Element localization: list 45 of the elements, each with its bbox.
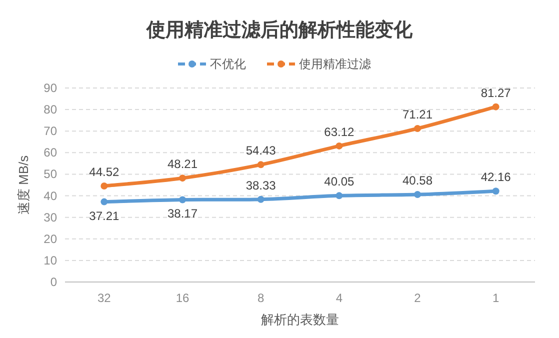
data-label: 48.21 bbox=[167, 157, 198, 172]
point bbox=[336, 192, 343, 200]
point bbox=[492, 103, 500, 110]
data-label: 37.21 bbox=[89, 208, 120, 223]
x-tick-label: 16 bbox=[176, 291, 190, 305]
y-tick-label: 30 bbox=[44, 210, 58, 224]
point bbox=[492, 188, 500, 195]
data-label: 63.12 bbox=[324, 124, 355, 139]
data-label: 40.58 bbox=[402, 174, 433, 188]
data-label: 71.21 bbox=[402, 108, 433, 122]
point bbox=[336, 142, 343, 150]
y-tick-label: 90 bbox=[44, 81, 58, 95]
data-label: 40.05 bbox=[324, 174, 355, 189]
y-tick-label: 60 bbox=[44, 146, 58, 160]
data-label: 81.27 bbox=[480, 86, 512, 100]
data-label: 42.16 bbox=[480, 170, 512, 184]
x-tick-label: 2 bbox=[414, 291, 422, 305]
y-tick-label: 10 bbox=[44, 253, 58, 268]
data-label: 38.17 bbox=[167, 206, 198, 221]
point bbox=[100, 198, 108, 206]
point bbox=[100, 182, 108, 190]
data-label: 44.52 bbox=[89, 165, 120, 180]
data-label: 38.33 bbox=[246, 178, 276, 192]
x-axis-title: 解析的表数量 bbox=[261, 312, 339, 327]
y-tick-label: 50 bbox=[44, 167, 58, 182]
y-tick-label: 40 bbox=[44, 188, 58, 203]
point bbox=[179, 196, 186, 204]
legend-label: 使用精准过滤 bbox=[299, 57, 371, 71]
x-tick-label: 1 bbox=[492, 291, 500, 305]
y-tick-label: 0 bbox=[50, 275, 58, 289]
x-tick-label: 32 bbox=[97, 291, 112, 305]
point bbox=[414, 191, 421, 198]
point bbox=[179, 174, 186, 182]
y-tick-label: 20 bbox=[44, 232, 58, 246]
y-axis-title: 速度 MB/s bbox=[16, 154, 31, 215]
y-tick-label: 80 bbox=[44, 102, 58, 117]
x-tick-label: 4 bbox=[336, 291, 343, 305]
chart-title: 使用精准过滤后的解析性能变化 bbox=[146, 19, 414, 41]
y-tick-label: 70 bbox=[44, 124, 58, 138]
point bbox=[257, 196, 264, 203]
x-tick-label: 8 bbox=[257, 291, 264, 305]
data-label: 54.43 bbox=[246, 144, 276, 158]
point bbox=[414, 125, 421, 132]
legend-label: 不优化 bbox=[210, 57, 246, 71]
point bbox=[257, 161, 264, 168]
